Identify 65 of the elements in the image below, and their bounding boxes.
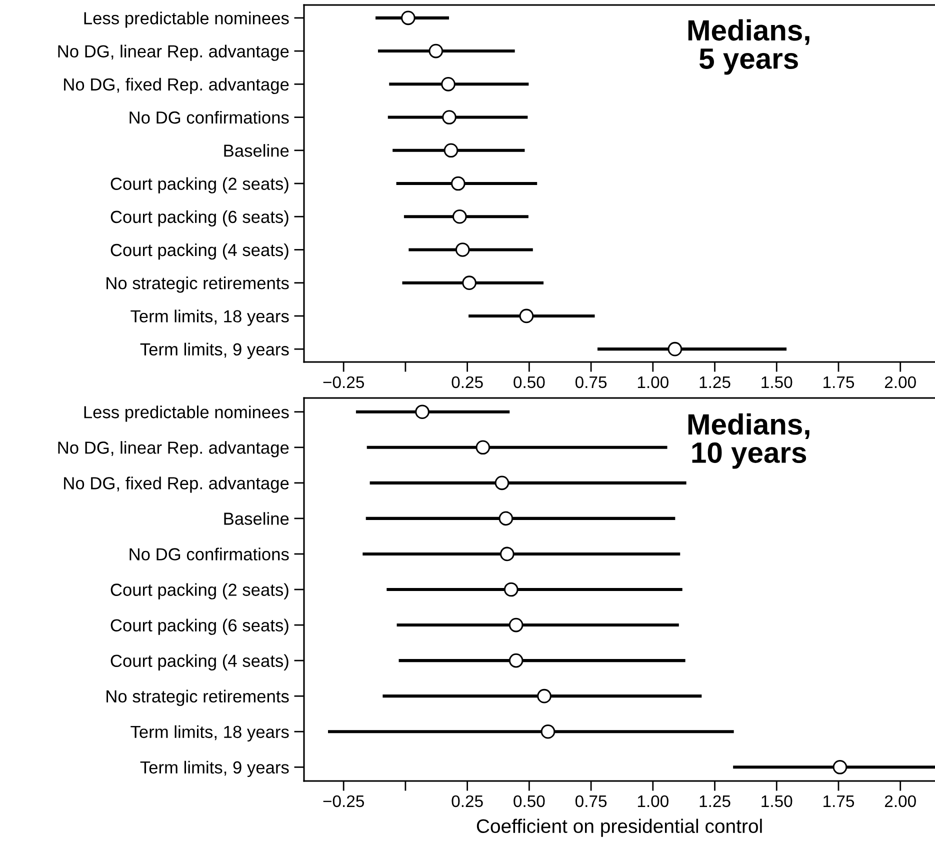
y-tick-label: No DG confirmations	[130, 110, 289, 124]
text: Medians, 5 years	[688, 19, 810, 75]
y-tick-label: Court packing (4 seats)	[110, 243, 288, 260]
x-tick-label: 0.25	[452, 376, 483, 388]
point	[498, 511, 514, 526]
x-tick-label: 1.50	[762, 795, 792, 808]
y-tick-label: No strategic retirements	[106, 690, 289, 706]
y-tick-label: Baseline	[224, 144, 289, 157]
x-tick-label: −0.25	[323, 376, 364, 388]
point	[462, 276, 476, 290]
point	[428, 44, 444, 58]
point	[452, 209, 467, 224]
x-tick-label: −0.25	[323, 795, 364, 808]
point	[540, 724, 556, 739]
x-tick-label: 0.50	[514, 376, 545, 388]
x-tick-label: 1.25	[700, 376, 730, 388]
y-tick-label: Term limits, 18 years	[130, 310, 289, 326]
point	[476, 440, 490, 455]
x-tick-label: 0.75	[575, 376, 607, 388]
point	[668, 342, 682, 356]
point	[519, 308, 534, 324]
y-tick-label: Term limits, 9 years	[140, 760, 289, 778]
x-tick-label: 0.50	[514, 795, 545, 808]
y-tick-label: Court packing (2 seats)	[110, 583, 288, 600]
x-tick-label: 1.50	[762, 376, 792, 388]
y-tick-label: Court packing (2 seats)	[110, 177, 288, 194]
point	[504, 582, 518, 597]
y-tick-label: No DG, fixed Rep. advantage	[64, 78, 289, 94]
x-tick-label: 1.75	[824, 796, 854, 808]
y-tick-label: Term limits, 9 years	[140, 342, 289, 359]
y-tick-label: Less predictable nominees	[84, 406, 289, 422]
x-axis-title: Coefficient on presidential control	[476, 818, 762, 837]
text: Medians, 10 years	[688, 413, 810, 469]
x-tick-label: 1.00	[638, 376, 668, 388]
y-tick-label: No DG, fixed Rep. advantage	[64, 476, 289, 493]
x-tick-label: 1.00	[638, 795, 668, 808]
y-tick-label: No DG, linear Rep. advantage	[58, 441, 289, 458]
x-tick-label: 2.00	[884, 795, 916, 808]
x-tick-label: 0.75	[575, 795, 607, 808]
point	[415, 404, 430, 420]
point	[455, 242, 470, 257]
point	[401, 10, 416, 26]
point	[537, 688, 552, 704]
y-tick-label: Court packing (4 seats)	[110, 654, 288, 670]
point	[442, 110, 456, 124]
y-tick-label: Court packing (6 seats)	[110, 618, 288, 635]
point	[500, 546, 514, 562]
x-tick-label: 2.00	[884, 376, 916, 388]
y-tick-label: No DG, linear Rep. advantage	[58, 44, 289, 61]
y-tick-label: Less predictable nominees	[84, 12, 289, 28]
point	[832, 760, 848, 774]
y-tick-label: Term limits, 18 years	[130, 725, 289, 742]
point	[444, 143, 458, 158]
point	[508, 653, 524, 668]
y-tick-label: Court packing (6 seats)	[110, 210, 288, 227]
y-tick-label: Baseline	[224, 512, 289, 525]
x-tick-label: 0.25	[452, 795, 483, 808]
point	[508, 618, 524, 632]
x-tick-label: 1.25	[700, 795, 730, 808]
y-tick-label: No DG confirmations	[130, 548, 289, 560]
point	[494, 476, 510, 490]
point	[441, 76, 456, 92]
y-tick-label: No strategic retirements	[106, 276, 289, 293]
x-tick-label: 1.75	[824, 376, 854, 388]
point	[450, 176, 466, 191]
